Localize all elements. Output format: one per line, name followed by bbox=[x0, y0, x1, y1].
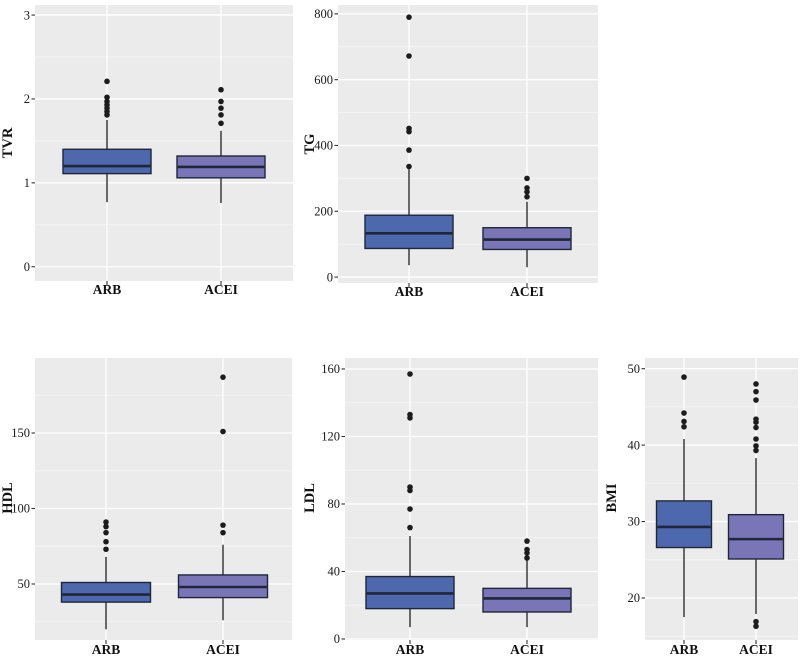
outlier-point bbox=[220, 374, 226, 380]
x-category-label: ACEI bbox=[204, 282, 238, 297]
y-tick-label: 30 bbox=[628, 515, 641, 529]
outlier-point bbox=[104, 98, 110, 105]
y-tick-label: 80 bbox=[328, 497, 341, 511]
x-category-label: ARB bbox=[395, 284, 424, 299]
box-arb bbox=[655, 500, 713, 549]
y-tick-label: 0 bbox=[24, 260, 30, 274]
outlier-point bbox=[681, 418, 687, 425]
outlier-point bbox=[753, 623, 759, 630]
outlier-point bbox=[220, 428, 226, 435]
y-tick-label: 0 bbox=[334, 632, 340, 646]
outlier-point bbox=[218, 86, 224, 93]
x-category-label: ARB bbox=[92, 642, 121, 657]
outlier-point bbox=[407, 371, 413, 377]
outlier-point bbox=[104, 94, 110, 101]
panel-background bbox=[645, 358, 798, 640]
outlier-point bbox=[407, 524, 413, 531]
outlier-point bbox=[220, 522, 226, 528]
outlier-point bbox=[103, 546, 109, 553]
outlier-point bbox=[218, 105, 224, 111]
x-category-label: ACEI bbox=[510, 642, 544, 657]
y-tick-label: 40 bbox=[328, 565, 341, 579]
y-tick-label: 160 bbox=[321, 362, 340, 376]
outlier-point bbox=[103, 523, 109, 530]
x-category-label: ACEI bbox=[206, 642, 240, 657]
y-axis-title: LDL bbox=[302, 483, 318, 513]
panel-ldl: 0 40 80 120 160 ARB ACEI LDL bbox=[302, 358, 598, 657]
outlier-point bbox=[103, 519, 109, 525]
panel-tg: 0 200 400 600 800 ARB ACEI TG bbox=[302, 5, 598, 299]
x-category-label: ACEI bbox=[739, 642, 773, 657]
outlier-point bbox=[407, 484, 413, 490]
box-arb bbox=[60, 581, 152, 603]
y-axis-title: BMI bbox=[604, 483, 620, 512]
box-acei bbox=[482, 587, 572, 613]
outlier-point bbox=[753, 447, 759, 454]
box-arb bbox=[364, 214, 454, 250]
panel-tvr: 0 1 2 3 ARB ACEI TVR bbox=[0, 5, 293, 297]
outlier-point bbox=[753, 416, 759, 422]
y-tick-label: 40 bbox=[628, 438, 641, 452]
outlier-point bbox=[104, 78, 110, 85]
outlier-point bbox=[524, 555, 530, 561]
outlier-point bbox=[218, 120, 224, 127]
outlier-point bbox=[406, 14, 412, 20]
y-tick-label: 800 bbox=[314, 7, 333, 21]
outlier-point bbox=[681, 374, 687, 380]
y-tick-label: 1 bbox=[24, 176, 30, 190]
y-tick-label: 50 bbox=[628, 362, 641, 376]
outlier-point bbox=[218, 112, 224, 118]
outlier-point bbox=[524, 185, 530, 191]
x-category-label: ACEI bbox=[510, 284, 544, 299]
y-tick-label: 2 bbox=[24, 92, 30, 106]
outlier-point bbox=[524, 175, 530, 182]
x-category-label: ARB bbox=[396, 642, 425, 657]
panel-background bbox=[35, 5, 293, 281]
outlier-point bbox=[103, 529, 109, 536]
outlier-point bbox=[753, 424, 759, 431]
outlier-point bbox=[753, 443, 759, 449]
outlier-point bbox=[218, 98, 224, 105]
y-axis-title: HDL bbox=[0, 482, 16, 514]
outlier-point bbox=[524, 546, 530, 553]
outlier-point bbox=[753, 618, 759, 625]
outlier-point bbox=[681, 423, 687, 430]
y-tick-label: 600 bbox=[314, 73, 333, 87]
y-tick-label: 50 bbox=[18, 577, 31, 591]
box-arb bbox=[62, 148, 152, 175]
outlier-point bbox=[753, 397, 759, 403]
y-tick-label: 100 bbox=[11, 502, 30, 516]
y-tick-label: 20 bbox=[628, 591, 641, 605]
outlier-point bbox=[407, 506, 413, 512]
box-acei bbox=[727, 513, 785, 560]
y-tick-label: 120 bbox=[321, 430, 340, 444]
y-tick-label: 0 bbox=[327, 270, 333, 284]
outlier-point bbox=[681, 410, 687, 416]
y-tick-label: 150 bbox=[11, 426, 30, 440]
outlier-point bbox=[753, 381, 759, 387]
panel-hdl: 50 100 150 ARB ACEI HDL bbox=[0, 358, 292, 657]
outlier-point bbox=[407, 411, 413, 418]
x-category-label: ARB bbox=[93, 282, 122, 297]
y-tick-label: 200 bbox=[314, 204, 333, 218]
outlier-point bbox=[524, 538, 530, 544]
x-category-label: ARB bbox=[670, 642, 699, 657]
outlier-point bbox=[220, 529, 226, 536]
outlier-point bbox=[753, 436, 759, 442]
outlier-point bbox=[103, 538, 109, 545]
y-tick-label: 400 bbox=[314, 139, 333, 153]
outlier-point bbox=[524, 194, 530, 200]
outlier-point bbox=[406, 147, 412, 153]
outlier-point bbox=[406, 125, 412, 132]
panel-bmi: 20 30 40 50 ARB ACEI BMI bbox=[604, 358, 798, 657]
y-tick-label: 3 bbox=[24, 8, 30, 22]
outlier-point bbox=[524, 189, 530, 195]
outlier-point bbox=[406, 163, 412, 170]
y-axis-title: TG bbox=[302, 134, 318, 155]
y-axis-title: TVR bbox=[0, 127, 16, 158]
outlier-point bbox=[406, 53, 412, 59]
outlier-point bbox=[753, 388, 759, 395]
